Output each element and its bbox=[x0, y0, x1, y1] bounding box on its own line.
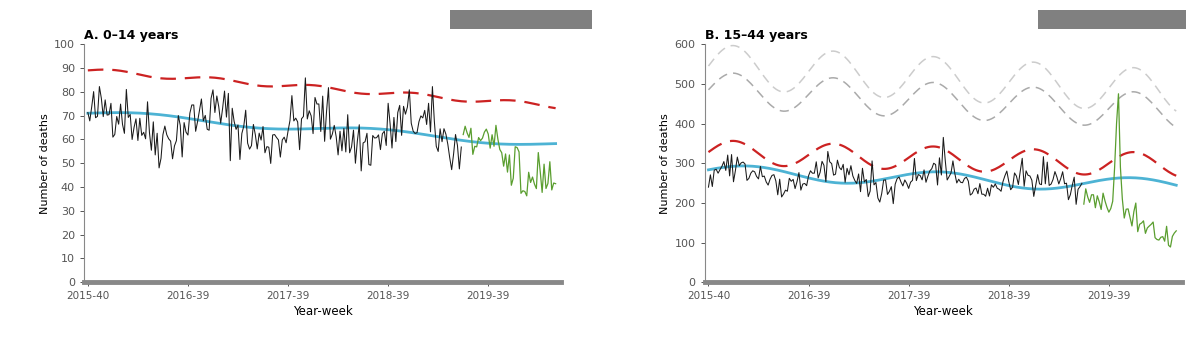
X-axis label: Year-week: Year-week bbox=[293, 305, 353, 318]
X-axis label: Year-week: Year-week bbox=[913, 305, 973, 318]
Y-axis label: Number of deaths: Number of deaths bbox=[660, 113, 671, 214]
Text: B. 15–44 years: B. 15–44 years bbox=[704, 29, 808, 41]
Y-axis label: Number of deaths: Number of deaths bbox=[40, 113, 50, 214]
Text: A. 0–14 years: A. 0–14 years bbox=[84, 29, 179, 41]
